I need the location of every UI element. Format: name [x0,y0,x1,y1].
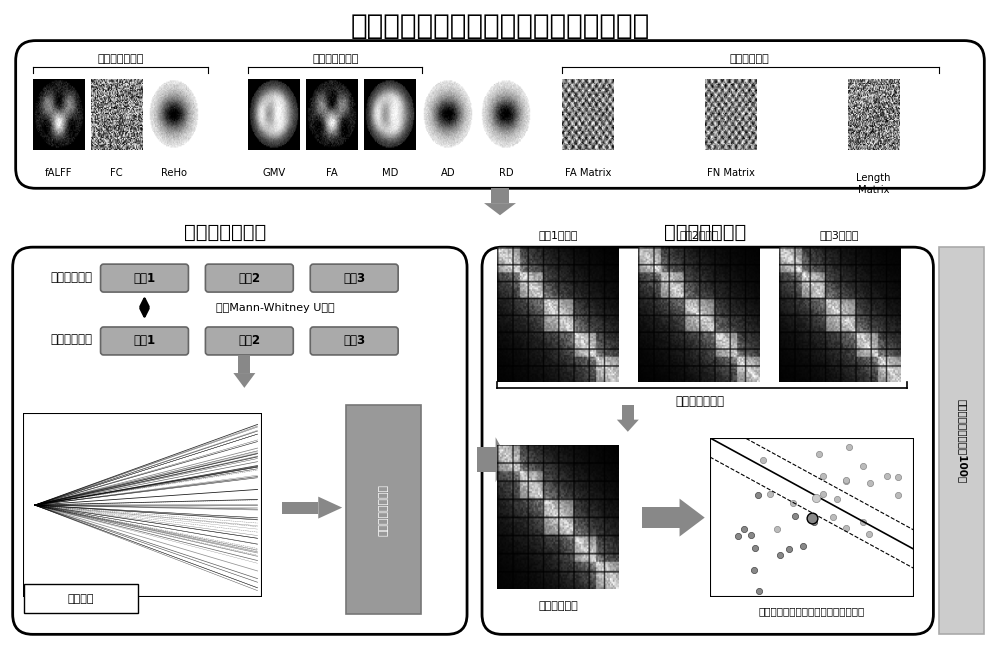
Text: 模态1核矩阵: 模态1核矩阵 [538,230,578,240]
Text: 多核支持向量机验证生物标志物有效性: 多核支持向量机验证生物标志物有效性 [758,606,865,616]
Bar [491,188,509,203]
Text: 模态2: 模态2 [238,335,260,348]
Text: FC: FC [110,168,123,178]
Text: 弥散张量成像: 弥散张量成像 [730,53,770,64]
Text: 模态1: 模态1 [133,335,156,348]
Text: FA: FA [326,168,338,178]
Text: RD: RD [499,168,513,178]
Text: 模态1: 模态1 [133,272,156,285]
Bar [238,355,250,373]
Text: 多模态核矩阵: 多模态核矩阵 [538,601,578,612]
Polygon shape [496,437,508,482]
Text: FN Matrix: FN Matrix [707,168,755,178]
Text: FA Matrix: FA Matrix [565,168,611,178]
FancyBboxPatch shape [346,405,421,614]
Polygon shape [233,373,255,388]
Text: 健康人对照组: 健康人对照组 [51,333,93,346]
Polygon shape [680,499,705,536]
FancyBboxPatch shape [16,40,984,188]
Polygon shape [617,420,639,432]
Text: 模态2核矩阵: 模态2核矩阵 [679,230,718,240]
FancyBboxPatch shape [205,327,293,355]
Bar [642,507,680,528]
Text: 模态3: 模态3 [343,335,365,348]
Polygon shape [484,203,516,215]
Text: 弹性网络: 弹性网络 [67,594,94,604]
Bar [477,447,496,472]
FancyBboxPatch shape [101,327,188,355]
FancyBboxPatch shape [482,247,933,634]
Text: 功能磁共振影像: 功能磁共振影像 [97,53,144,64]
Text: AD: AD [441,168,455,178]
Polygon shape [318,497,342,519]
FancyBboxPatch shape [24,584,138,614]
Text: 模态3核矩阵: 模态3核矩阵 [820,230,859,240]
FancyBboxPatch shape [310,327,398,355]
Text: 结构磁共振影像: 结构磁共振影像 [312,53,358,64]
Text: 循环并样本顺序置乱100次: 循环并样本顺序置乱100次 [957,398,967,483]
Text: 生物标志物验证: 生物标志物验证 [664,223,746,242]
Text: MD: MD [382,168,398,178]
Text: 克罗恩病人组: 克罗恩病人组 [51,270,93,283]
Text: Length
Matrix: Length Matrix [856,174,891,195]
Text: 核矩阵线性融合: 核矩阵线性融合 [675,395,724,408]
Text: 多模态脑影像数据获取与多变量特征提取: 多模态脑影像数据获取与多变量特征提取 [350,12,650,40]
FancyBboxPatch shape [310,264,398,292]
Text: 留一Mann-Whitney U检验: 留一Mann-Whitney U检验 [216,303,335,313]
Bar [282,502,318,514]
Text: 最敏感生物标志物: 最敏感生物标志物 [379,484,389,536]
Text: GMV: GMV [263,168,286,178]
FancyBboxPatch shape [205,264,293,292]
Text: ReHo: ReHo [161,168,187,178]
FancyBboxPatch shape [101,264,188,292]
Bar [622,405,634,420]
Text: 模态2: 模态2 [238,272,260,285]
Text: 模态3: 模态3 [343,272,365,285]
Text: 生物标志物提取: 生物标志物提取 [184,223,267,242]
Text: fALFF: fALFF [45,168,72,178]
FancyBboxPatch shape [939,247,984,634]
FancyBboxPatch shape [13,247,467,634]
